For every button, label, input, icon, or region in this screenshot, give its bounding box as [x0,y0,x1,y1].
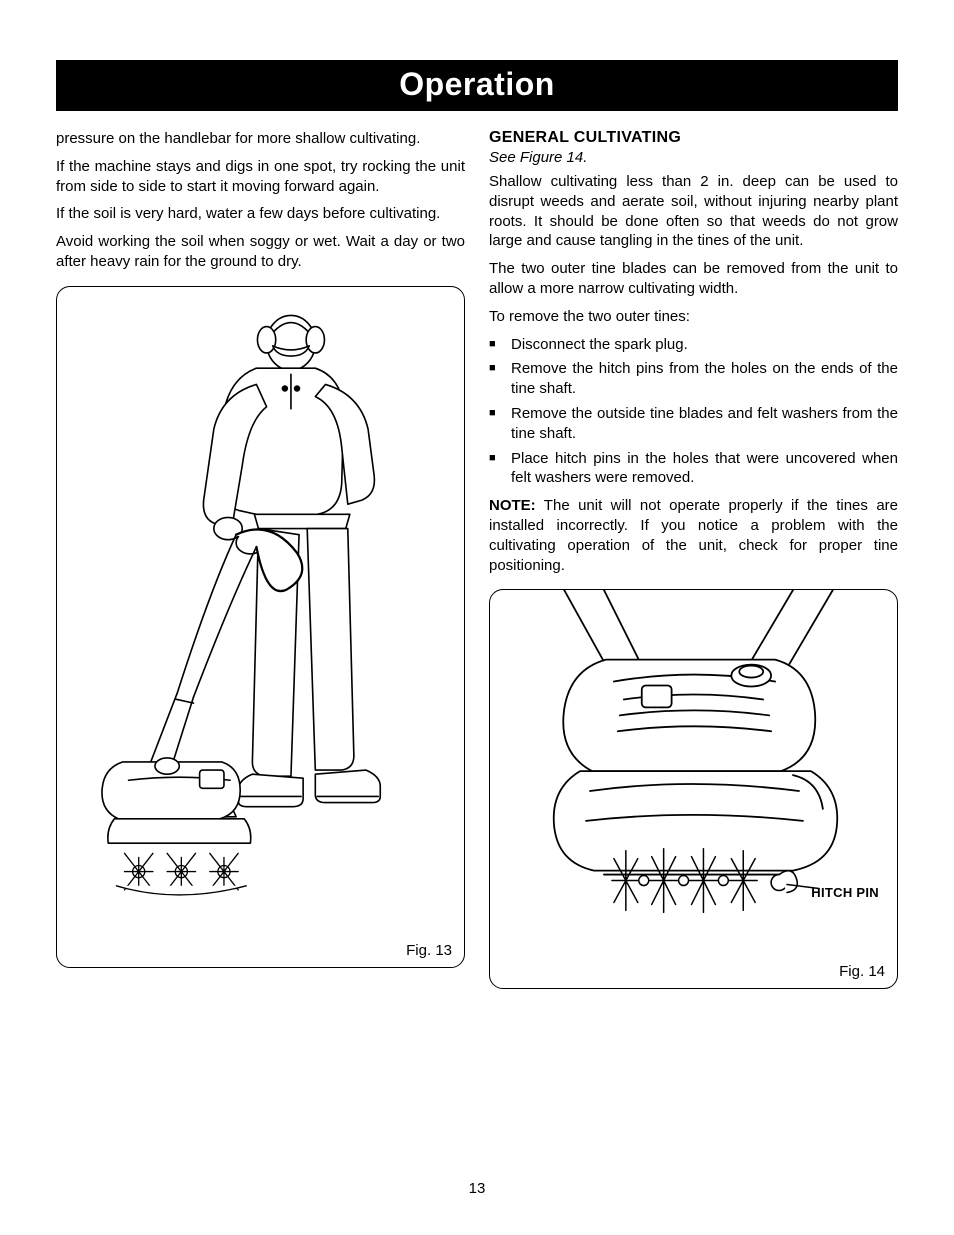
list-item: Disconnect the spark plug. [489,335,898,355]
figure-13-box: Fig. 13 [56,286,465,968]
right-column: GENERAL CULTIVATING See Figure 14. Shall… [489,129,898,989]
list-item: Place hitch pins in the holes that were … [489,449,898,489]
body-paragraph: If the machine stays and digs in one spo… [56,157,465,197]
bullet-list: Disconnect the spark plug. Remove the hi… [489,335,898,489]
cultivator-tines-illustration [490,590,897,988]
body-paragraph: Shallow cultivating less than 2 in. deep… [489,172,898,251]
section-heading: GENERAL CULTIVATING [489,129,898,147]
section-header: Operation [56,60,898,111]
list-item: Remove the outside tine blades and felt … [489,404,898,444]
operator-with-cultivator-illustration [57,287,464,967]
figure-label: Fig. 14 [839,963,885,980]
see-figure-reference: See Figure 14. [489,149,898,166]
list-item: Remove the hitch pins from the holes on … [489,359,898,399]
figure-14-box: HITCH PIN Fig. 14 [489,589,898,989]
note-paragraph: NOTE: The unit will not operate properly… [489,496,898,575]
page-number: 13 [0,1180,954,1197]
body-paragraph: Avoid working the soil when soggy or wet… [56,232,465,272]
hitch-pin-callout: HITCH PIN [811,885,879,900]
body-paragraph: pressure on the handlebar for more shall… [56,129,465,149]
body-paragraph: The two outer tine blades can be removed… [489,259,898,299]
figure-label: Fig. 13 [406,942,452,959]
left-column: pressure on the handlebar for more shall… [56,129,465,989]
note-label: NOTE: [489,497,536,514]
note-body: The unit will not operate properly if th… [489,497,898,573]
body-paragraph: If the soil is very hard, water a few da… [56,204,465,224]
body-paragraph: To remove the two outer tines: [489,307,898,327]
two-column-layout: pressure on the handlebar for more shall… [56,129,898,989]
